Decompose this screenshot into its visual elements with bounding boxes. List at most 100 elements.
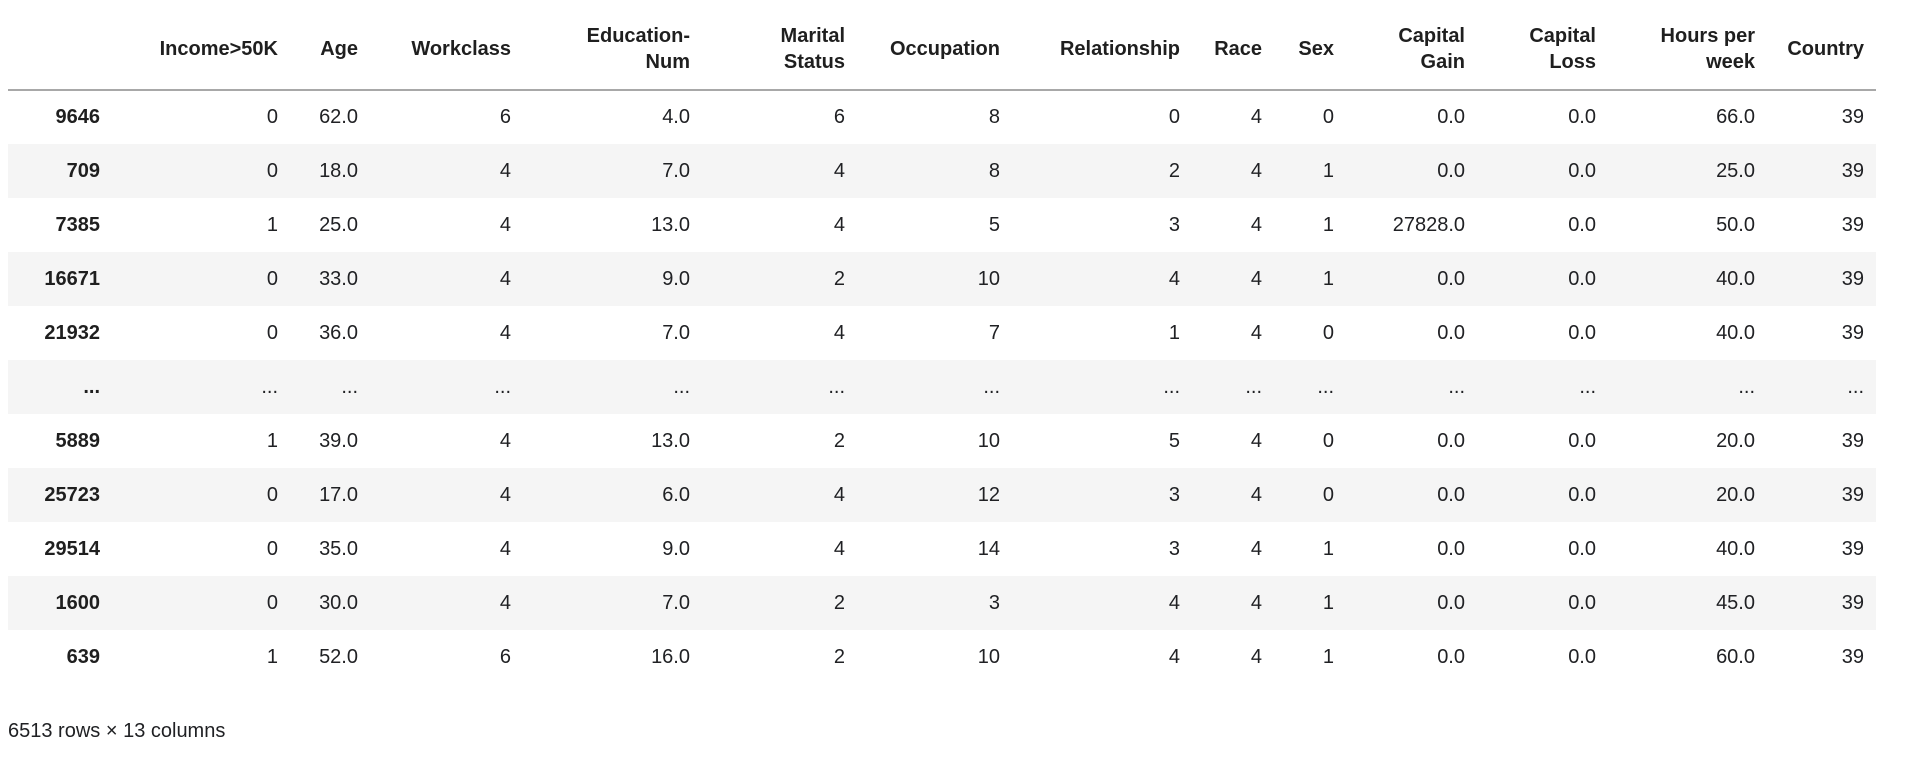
table-cell: 4 xyxy=(1250,106,1262,128)
table-cell: 0.0 xyxy=(1568,159,1596,182)
column-header-country: Country xyxy=(1767,8,1876,91)
table-cell: 4 xyxy=(1250,483,1262,506)
table-cell: 39 xyxy=(1841,213,1864,236)
table-cell: 4 xyxy=(1250,159,1262,182)
table-cell: 0.0 xyxy=(1437,321,1465,344)
table-cell: 13.0 xyxy=(651,213,690,236)
table-cell: 1 xyxy=(1168,321,1180,344)
table-cell: 10 xyxy=(977,267,1000,290)
table-cell: 3 xyxy=(1168,537,1180,560)
table-cell: 0.0 xyxy=(1437,267,1465,290)
table-cell: ... xyxy=(494,375,511,398)
row-index: 1600 xyxy=(55,591,101,614)
table-cell: 40.0 xyxy=(1716,321,1755,344)
table-cell: 4 xyxy=(1168,591,1180,614)
table-row: 639 1 52.0 6 16.0 2 10 4 4 1 0.0 0.0 60.0 39 xyxy=(8,630,1876,684)
row-index: 9646 xyxy=(55,106,101,128)
table-cell: 4 xyxy=(499,591,511,614)
table-cell: 2 xyxy=(833,591,845,614)
table-cell: 7.0 xyxy=(662,159,690,182)
table-cell: 30.0 xyxy=(319,591,358,614)
table-cell: 4 xyxy=(833,159,845,182)
table-cell: 39 xyxy=(1841,591,1864,614)
table-cell: ... xyxy=(828,375,845,398)
table-cell: 39.0 xyxy=(319,429,358,452)
table-cell: 4 xyxy=(1168,267,1180,290)
table-cell: 4 xyxy=(1250,537,1262,560)
table-cell: 0.0 xyxy=(1437,159,1465,182)
table-cell: 4 xyxy=(1250,645,1262,668)
table-cell: 25.0 xyxy=(319,213,358,236)
table-cell: 4 xyxy=(1168,645,1180,668)
row-index: 5889 xyxy=(55,429,101,452)
column-header-education-num: Education- Num xyxy=(523,8,702,91)
table-cell: 2 xyxy=(833,645,845,668)
table-cell: 66.0 xyxy=(1716,106,1755,128)
table-cell: 4 xyxy=(499,429,511,452)
column-header-income: Income>50K xyxy=(112,8,290,91)
table-cell: 0.0 xyxy=(1568,483,1596,506)
table-cell: 5 xyxy=(1168,429,1180,452)
table-cell: 3 xyxy=(1168,483,1180,506)
column-header-workclass: Workclass xyxy=(370,8,523,91)
table-body: 9646 0 62.0 6 4.0 6 8 0 4 0 0.0 0.0 66.0 39 709 0 18.0 4 7… xyxy=(8,90,1876,684)
table-cell: 39 xyxy=(1841,645,1864,668)
table-cell: 12 xyxy=(977,483,1000,506)
table-cell: 0 xyxy=(266,483,278,506)
table-cell: 7 xyxy=(988,321,1000,344)
row-index: ... xyxy=(83,375,100,398)
table-cell: 0 xyxy=(266,591,278,614)
table-cell: 4 xyxy=(1250,321,1262,344)
row-index: 21932 xyxy=(44,321,100,344)
table-cell: 0.0 xyxy=(1568,213,1596,236)
table-cell: 2 xyxy=(833,267,845,290)
table-cell: 4 xyxy=(499,321,511,344)
row-index: 639 xyxy=(66,645,100,668)
column-header-capital-loss: Capital Loss xyxy=(1477,8,1608,91)
table-cell: 0.0 xyxy=(1437,537,1465,560)
table-row: 16671 0 33.0 4 9.0 2 10 4 4 1 0.0 0.0 40.0 39 xyxy=(8,252,1876,306)
table-cell: 0 xyxy=(1322,321,1334,344)
table-cell: 4 xyxy=(833,537,845,560)
table-cell: 45.0 xyxy=(1716,591,1755,614)
dataframe-output: Income>50K Age Workclass Education- Num … xyxy=(8,8,1876,743)
table-cell: 2 xyxy=(833,429,845,452)
table-cell: 3 xyxy=(988,591,1000,614)
table-cell: 16.0 xyxy=(651,645,690,668)
table-cell: 25.0 xyxy=(1716,159,1755,182)
table-cell: 4 xyxy=(499,159,511,182)
table-row: 1600 0 30.0 4 7.0 2 3 4 4 1 0.0 0.0 45.0 39 xyxy=(8,576,1876,630)
table-cell: 1 xyxy=(266,213,278,236)
table-cell: 0.0 xyxy=(1437,645,1465,668)
table-cell: 4 xyxy=(499,537,511,560)
column-header-sex: Sex xyxy=(1274,8,1346,91)
table-cell: 7.0 xyxy=(662,591,690,614)
table-cell: 36.0 xyxy=(319,321,358,344)
column-header-race: Race xyxy=(1192,8,1274,91)
table-cell: 0 xyxy=(1322,106,1334,128)
table-cell: ... xyxy=(341,375,358,398)
table-cell: 62.0 xyxy=(319,106,358,128)
table-cell: 8 xyxy=(988,106,1000,128)
table-cell: 1 xyxy=(1322,267,1334,290)
table-row: 29514 0 35.0 4 9.0 4 14 3 4 1 0.0 0.0 40.0 39 xyxy=(8,522,1876,576)
table-cell: 4 xyxy=(499,483,511,506)
table-cell: 39 xyxy=(1841,106,1864,128)
table-cell: 0.0 xyxy=(1568,591,1596,614)
table-cell: 0.0 xyxy=(1437,591,1465,614)
table-cell: 0.0 xyxy=(1437,106,1465,128)
column-header-relationship: Relationship xyxy=(1012,8,1192,91)
header-row: Income>50K Age Workclass Education- Num … xyxy=(8,8,1876,91)
table-cell: 1 xyxy=(1322,591,1334,614)
table-cell: 8 xyxy=(988,159,1000,182)
table-cell: 0.0 xyxy=(1568,106,1596,128)
table-cell: 39 xyxy=(1841,159,1864,182)
table-cell: 4 xyxy=(833,483,845,506)
table-cell: 50.0 xyxy=(1716,213,1755,236)
table-cell: 0 xyxy=(1322,483,1334,506)
table-cell: 33.0 xyxy=(319,267,358,290)
table-cell: 0.0 xyxy=(1437,483,1465,506)
table-cell: 4 xyxy=(1250,591,1262,614)
table-cell: 4 xyxy=(833,213,845,236)
table-cell: 4.0 xyxy=(662,106,690,128)
